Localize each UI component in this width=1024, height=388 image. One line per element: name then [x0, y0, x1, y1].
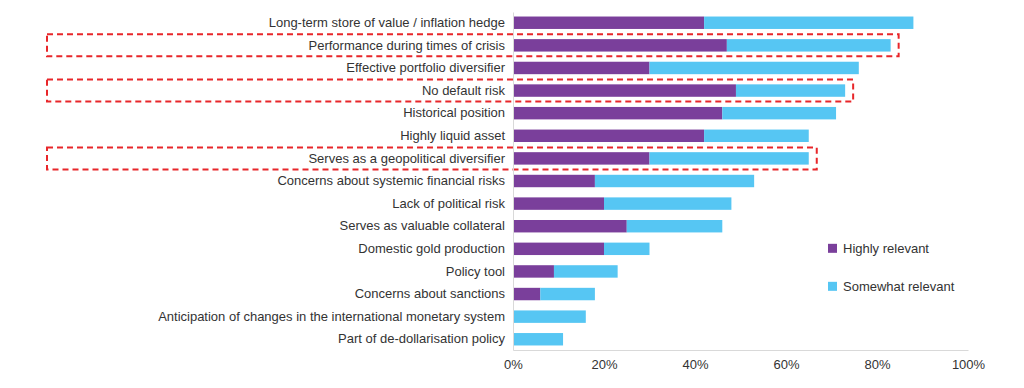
- x-tick-label: 40%: [682, 357, 708, 372]
- bar: [513, 130, 704, 142]
- category-label: Policy tool: [446, 264, 505, 279]
- category-label: Serves as a geopolitical diversifier: [308, 151, 505, 166]
- bar: [513, 84, 736, 96]
- x-tick-label: 20%: [591, 357, 617, 372]
- x-tick: 40%: [682, 350, 708, 372]
- x-tick: 100%: [952, 350, 986, 372]
- category-label: Effective portfolio diversifier: [346, 60, 505, 75]
- category-label: Performance during times of crisis: [308, 38, 505, 53]
- legend-swatch: [828, 282, 837, 291]
- bar: [513, 175, 595, 187]
- y-tick: Highly liquid asset: [400, 128, 513, 143]
- bar: [604, 197, 731, 209]
- bar: [513, 62, 650, 74]
- y-axis: Long-term store of value / inflation hed…: [158, 13, 513, 351]
- y-tick: Part of de-dollarisation policy: [338, 331, 513, 346]
- bars: [513, 17, 913, 346]
- bar: [513, 39, 727, 51]
- bar: [513, 17, 704, 29]
- bar: [604, 243, 650, 255]
- bar: [704, 130, 809, 142]
- bar: [513, 107, 722, 119]
- bar: [650, 152, 809, 164]
- bar: [722, 107, 836, 119]
- category-label: No default risk: [422, 83, 506, 98]
- category-label: Anticipation of changes in the internati…: [158, 309, 505, 324]
- x-tick-label: 80%: [864, 357, 890, 372]
- bar: [595, 175, 754, 187]
- y-tick: Domestic gold production: [358, 241, 513, 256]
- highlight-box: [47, 34, 899, 56]
- y-tick: Performance during times of crisis: [308, 38, 513, 53]
- category-label: Serves as valuable collateral: [340, 218, 506, 233]
- bar: [727, 39, 891, 51]
- legend-swatch: [828, 244, 837, 253]
- x-axis: 0% 20% 40% 60% 80% 100%: [504, 350, 985, 372]
- bar: [513, 152, 650, 164]
- x-axis-line: [514, 350, 969, 351]
- chart: 0% 20% 40% 60% 80% 100% Long-term store of val…: [0, 0, 1024, 388]
- y-tick: No default risk: [422, 83, 513, 98]
- highlights: [47, 34, 899, 169]
- category-label: Concerns about sanctions: [355, 286, 506, 301]
- bar: [513, 288, 540, 300]
- y-axis-line: [513, 13, 514, 351]
- bar: [650, 62, 859, 74]
- category-label: Historical position: [403, 105, 505, 120]
- bar: [513, 265, 554, 277]
- legend-label: Highly relevant: [843, 241, 929, 256]
- category-label: Domestic gold production: [358, 241, 505, 256]
- y-tick: Historical position: [403, 105, 513, 120]
- category-label: Concerns about systemic financial risks: [277, 173, 505, 188]
- category-label: Long-term store of value / inflation hed…: [269, 15, 505, 30]
- x-tick: 80%: [864, 350, 890, 372]
- bar: [627, 220, 723, 232]
- bar: [736, 84, 845, 96]
- y-tick: Concerns about sanctions: [355, 286, 513, 301]
- bar: [513, 243, 604, 255]
- x-tick: 20%: [591, 350, 617, 372]
- category-label: Lack of political risk: [392, 196, 505, 211]
- bar: [513, 197, 604, 209]
- y-tick: Long-term store of value / inflation hed…: [269, 15, 513, 30]
- category-label: Part of de-dollarisation policy: [338, 331, 505, 346]
- y-tick: Lack of political risk: [392, 196, 513, 211]
- highlight-box: [47, 80, 853, 102]
- x-tick-label: 0%: [504, 357, 523, 372]
- y-tick: Serves as valuable collateral: [340, 218, 513, 233]
- bar: [554, 265, 618, 277]
- x-tick-label: 60%: [773, 357, 799, 372]
- bar: [704, 17, 913, 29]
- y-tick: Concerns about systemic financial risks: [277, 173, 513, 188]
- x-tick: 60%: [773, 350, 799, 372]
- bar: [513, 333, 563, 345]
- y-tick: Serves as a geopolitical diversifier: [308, 151, 513, 166]
- y-tick: Policy tool: [446, 264, 513, 279]
- highlight-box: [47, 147, 817, 169]
- series-bars: [513, 17, 913, 346]
- bar: [513, 310, 586, 322]
- x-tick: 0%: [504, 350, 523, 372]
- x-tick-label: 100%: [952, 357, 986, 372]
- category-label: Highly liquid asset: [400, 128, 505, 143]
- legend-label: Somewhat relevant: [843, 279, 955, 294]
- y-tick: Anticipation of changes in the internati…: [158, 309, 513, 324]
- legend: Highly relevant Somewhat relevant: [828, 241, 955, 294]
- bar: [540, 288, 595, 300]
- bar: [513, 220, 627, 232]
- y-tick: Effective portfolio diversifier: [346, 60, 513, 75]
